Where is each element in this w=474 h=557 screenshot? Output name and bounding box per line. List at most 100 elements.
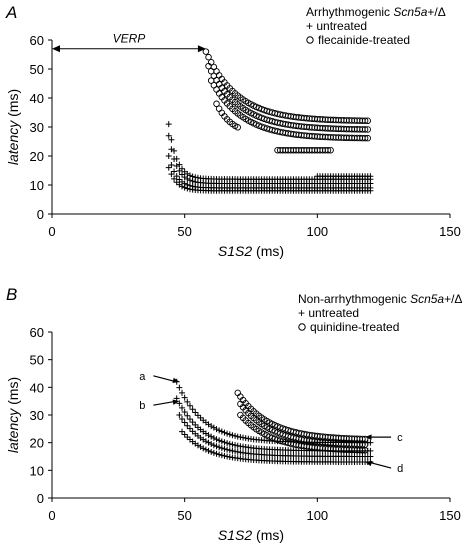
- data-point-cross: [210, 442, 217, 449]
- data-point-cross: [186, 425, 193, 432]
- data-point-cross: [168, 171, 175, 178]
- data-point-cross: [226, 447, 233, 454]
- data-point-cross: [189, 419, 196, 426]
- legend-title: Arrhythmogenic Scn5a+/Δ: [306, 5, 446, 19]
- data-point-circle: [207, 67, 215, 75]
- data-point-cross: [216, 444, 223, 451]
- data-point-cross: [229, 432, 236, 439]
- data-point-circle: [364, 117, 371, 125]
- y-tick-label: 40: [30, 380, 44, 395]
- data-point-cross: [224, 440, 231, 447]
- y-tick-label: 20: [30, 436, 44, 451]
- data-point-cross: [168, 146, 175, 153]
- legend-treated: quinidine-treated: [310, 320, 399, 334]
- data-point-cross: [367, 439, 374, 446]
- y-tick-label: 60: [30, 325, 44, 340]
- untreated-series: [165, 121, 374, 194]
- x-tick-label: 150: [439, 224, 461, 239]
- data-point-cross: [232, 432, 239, 439]
- data-point-cross: [210, 424, 217, 431]
- data-point-cross: [221, 445, 228, 452]
- data-point-circle: [205, 53, 212, 61]
- data-point-circle: [324, 146, 332, 154]
- data-point-cross: [168, 162, 175, 169]
- data-point-cross: [184, 422, 191, 429]
- data-point-cross: [189, 178, 196, 185]
- arrow-d: d: [365, 460, 403, 475]
- data-point-cross: [208, 441, 215, 447]
- data-point-cross: [171, 175, 178, 182]
- x-axis-label: S1S2 (ms): [218, 243, 284, 259]
- data-point-cross: [205, 439, 212, 446]
- data-point-cross: [234, 442, 241, 449]
- data-point-cross: [179, 183, 186, 190]
- y-axis-label: latency (ms): [5, 89, 21, 165]
- data-point-cross: [173, 395, 180, 402]
- y-tick-label: 0: [37, 491, 44, 506]
- data-point-cross: [226, 431, 233, 438]
- arrow-head: [365, 434, 372, 440]
- y-tick-label: 30: [30, 408, 44, 423]
- arrow-head: [172, 399, 180, 405]
- x-tick-label: 0: [48, 224, 55, 239]
- data-point-cross: [192, 409, 199, 416]
- y-tick-label: 20: [30, 149, 44, 164]
- y-tick-label: 50: [30, 62, 44, 77]
- y-tick-label: 10: [30, 178, 44, 193]
- data-point-cross: [213, 426, 220, 433]
- data-point-cross: [173, 162, 180, 169]
- arrow-label: d: [397, 463, 403, 475]
- data-point-cross: [181, 431, 188, 438]
- data-point-cross: [221, 452, 228, 459]
- data-point-cross: [186, 402, 193, 409]
- data-point-cross: [186, 416, 193, 423]
- x-tick-label: 100: [306, 508, 328, 523]
- y-tick-label: 0: [37, 207, 44, 222]
- data-point-cross: [171, 155, 178, 162]
- data-point-cross: [221, 429, 228, 436]
- data-point-cross: [218, 438, 225, 445]
- arrow-line: [153, 375, 177, 383]
- data-point-cross: [184, 185, 191, 192]
- y-tick-label: 10: [30, 463, 44, 478]
- panel-label: B: [6, 285, 17, 304]
- data-point-circle: [361, 126, 369, 133]
- data-point-cross: [176, 167, 183, 174]
- data-point-cross: [179, 171, 186, 178]
- data-point-cross: [189, 406, 196, 413]
- data-point-circle: [205, 62, 212, 70]
- arrow-head: [172, 377, 180, 384]
- data-point-cross: [171, 168, 178, 175]
- arrow-label: b: [139, 400, 145, 412]
- data-point-cross: [176, 384, 183, 391]
- data-point-cross: [224, 453, 231, 460]
- data-point-cross: [213, 443, 220, 450]
- x-tick-label: 0: [48, 508, 55, 523]
- data-point-cross: [184, 398, 191, 405]
- data-point-cross: [224, 446, 231, 453]
- data-point-cross: [181, 394, 188, 401]
- data-point-circle: [202, 48, 210, 55]
- data-point-circle: [364, 126, 371, 133]
- data-point-cross: [184, 412, 191, 419]
- data-point-cross: [179, 404, 186, 411]
- data-point-circle: [359, 446, 366, 454]
- legend-title: Non-arrhythmogenic Scn5a+/Δ: [298, 292, 462, 306]
- data-point-cross: [218, 428, 225, 435]
- data-point-cross: [237, 434, 244, 441]
- legend-circle-marker: [298, 323, 306, 331]
- data-point-circle: [213, 86, 220, 93]
- verp-arrow-left: [52, 45, 60, 53]
- data-point-cross: [179, 389, 186, 396]
- data-point-cross: [184, 175, 191, 182]
- data-point-circle: [234, 124, 241, 131]
- treated-series: [202, 48, 371, 154]
- data-point-cross: [229, 441, 236, 448]
- data-point-cross: [176, 412, 183, 418]
- data-point-cross: [232, 442, 239, 449]
- data-point-cross: [186, 177, 193, 184]
- arrow-line: [153, 400, 177, 406]
- data-point-cross: [218, 445, 225, 452]
- data-point-cross: [200, 445, 207, 452]
